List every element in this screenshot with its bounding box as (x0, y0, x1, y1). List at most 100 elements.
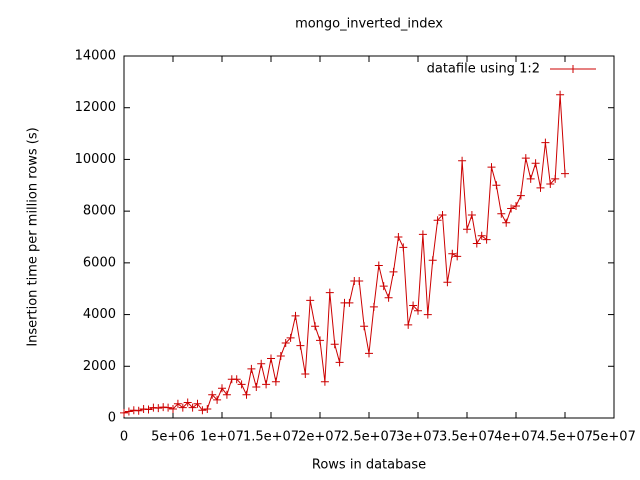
point-marker (365, 349, 373, 358)
point-marker (203, 404, 212, 413)
point-marker (173, 399, 182, 408)
point-marker (198, 406, 207, 415)
x-tick-label: 5e+06 (151, 430, 195, 445)
point-marker (389, 267, 398, 276)
point-marker (438, 211, 447, 220)
point-marker (247, 364, 256, 373)
x-tick-label: 2.5e+07 (341, 430, 397, 445)
point-marker (423, 310, 432, 319)
point-marker (262, 380, 271, 389)
point-marker (394, 233, 403, 241)
point-marker (492, 181, 501, 190)
point-marker (188, 403, 197, 412)
point-marker (477, 231, 486, 240)
point-marker (443, 278, 452, 287)
point-marker (541, 138, 550, 147)
point-marker (521, 154, 530, 163)
point-marker (536, 183, 545, 192)
point-marker (458, 156, 467, 165)
x-tick-label: 1e+07 (200, 430, 244, 445)
point-marker (296, 341, 305, 350)
point-marker (507, 204, 516, 213)
point-marker (169, 404, 177, 413)
point-marker (335, 358, 344, 367)
point-marker (345, 298, 354, 307)
point-marker (384, 293, 393, 302)
point-marker (556, 90, 565, 99)
point-marker (252, 382, 261, 391)
point-marker (129, 406, 138, 415)
x-tick-label: 2e+07 (298, 430, 342, 445)
point-marker (355, 276, 364, 285)
point-marker (291, 311, 300, 320)
point-marker (154, 404, 163, 413)
plot-border (123, 55, 615, 419)
point-marker (516, 191, 525, 200)
y-tick-label: 0 (108, 411, 116, 426)
point-marker (301, 370, 310, 379)
x-tick-label: 3.5e+07 (439, 430, 495, 445)
point-marker (149, 403, 158, 412)
x-tick-label: 4.5e+07 (537, 430, 593, 445)
point-marker (414, 306, 422, 315)
point-marker (257, 359, 266, 368)
point-marker (281, 339, 290, 348)
point-marker (453, 252, 462, 261)
point-marker (409, 301, 418, 310)
point-marker (467, 211, 476, 220)
point-marker (193, 399, 202, 408)
point-marker (159, 403, 168, 412)
point-marker (232, 375, 241, 384)
y-tick-label: 6000 (83, 255, 116, 270)
point-marker (218, 384, 226, 393)
point-marker (428, 256, 437, 265)
y-tick-label: 2000 (83, 359, 116, 374)
point-marker (379, 282, 388, 291)
point-marker (502, 218, 511, 227)
point-marker (139, 404, 148, 413)
point-marker (433, 216, 442, 225)
point-marker (561, 169, 569, 178)
point-marker (144, 405, 153, 414)
point-marker (482, 235, 491, 244)
point-marker (183, 398, 192, 407)
point-marker (546, 179, 555, 188)
point-marker (213, 395, 222, 404)
point-marker (374, 261, 383, 270)
point-marker (237, 380, 246, 389)
legend-marker (569, 65, 577, 73)
point-marker (164, 403, 173, 412)
point-marker (418, 230, 427, 239)
point-marker (526, 174, 535, 183)
point-marker (242, 390, 251, 399)
point-marker (512, 201, 520, 210)
x-tick-label: 4e+07 (494, 430, 538, 445)
y-tick-label: 14000 (75, 49, 116, 64)
point-marker (267, 354, 275, 363)
point-marker (276, 351, 285, 360)
y-tick-label: 4000 (83, 307, 116, 322)
point-marker (271, 377, 280, 386)
x-tick-label: 5e+07 (592, 430, 636, 445)
point-marker (120, 408, 128, 417)
point-marker (208, 390, 217, 399)
data-line (123, 94, 566, 414)
chart-title: mongo_inverted_index (295, 17, 443, 32)
point-marker (472, 239, 481, 248)
point-marker (124, 407, 133, 416)
point-marker (463, 225, 471, 234)
point-marker (134, 406, 143, 415)
x-tick-label: 0 (120, 430, 128, 445)
x-tick-label: 3e+07 (396, 430, 440, 445)
point-marker (320, 377, 329, 386)
point-marker (404, 320, 413, 329)
point-marker (330, 340, 339, 349)
x-tick-label: 1.5e+07 (243, 430, 299, 445)
point-marker (178, 403, 187, 412)
point-marker (316, 336, 324, 345)
point-marker (551, 174, 560, 183)
point-marker (222, 390, 231, 399)
y-tick-label: 10000 (75, 152, 116, 167)
point-marker (531, 159, 540, 168)
